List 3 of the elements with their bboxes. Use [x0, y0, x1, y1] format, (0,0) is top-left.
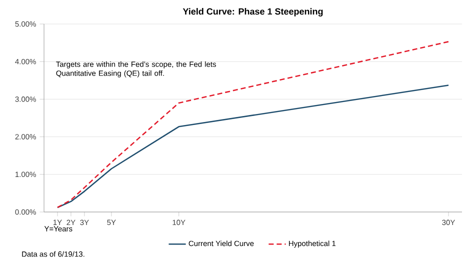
chart-title: Yield Curve: Phase 1 Steepening [182, 8, 323, 16]
line-series [56, 84, 450, 208]
line-series [56, 41, 450, 208]
